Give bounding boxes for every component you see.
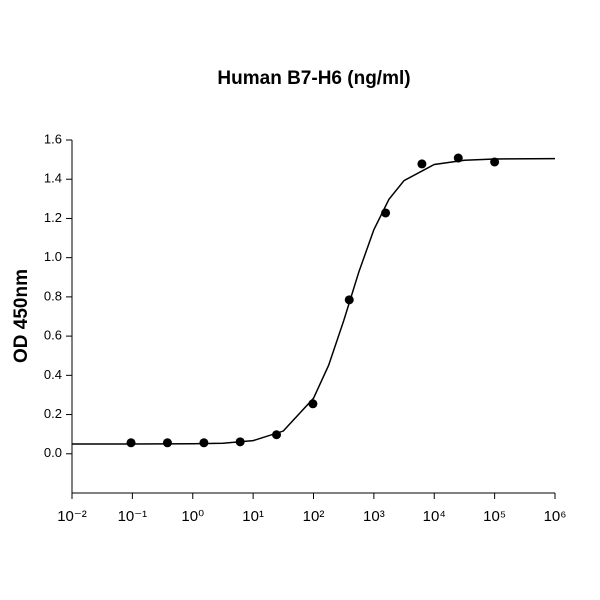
y-tick-label: 1.6 (44, 131, 62, 146)
data-point (199, 438, 209, 448)
y-tick-label: 0.2 (44, 406, 62, 421)
data-point (417, 159, 427, 169)
x-tick-label: 10¹ (242, 508, 264, 525)
data-point (162, 438, 172, 448)
y-tick-label: 1.0 (44, 249, 62, 264)
x-tick-label: 10⁻¹ (118, 508, 148, 525)
x-tick-label: 10⁰ (181, 508, 204, 525)
chart-title: Human B7-H6 (ng/ml) (217, 68, 410, 89)
y-tick-label: 1.2 (44, 210, 62, 225)
y-tick-label: 0.8 (44, 288, 62, 303)
x-tick-label: 10⁻² (57, 508, 87, 525)
y-tick-label: 0.6 (44, 328, 62, 343)
x-tick-label: 10² (303, 508, 325, 525)
y-tick-label: 1.4 (44, 171, 62, 186)
x-tick-label: 10⁵ (483, 508, 506, 525)
x-tick-label: 10⁴ (423, 508, 446, 525)
x-tick-label: 10³ (363, 508, 385, 525)
y-tick-label: 0.4 (44, 367, 62, 382)
fit-curve (72, 157, 556, 445)
x-tick-label: 10⁶ (544, 508, 567, 525)
y-axis-label: OD 450nm (11, 269, 32, 363)
y-tick-label: 0.0 (44, 445, 62, 460)
data-point (126, 438, 136, 448)
data-point (308, 399, 318, 409)
